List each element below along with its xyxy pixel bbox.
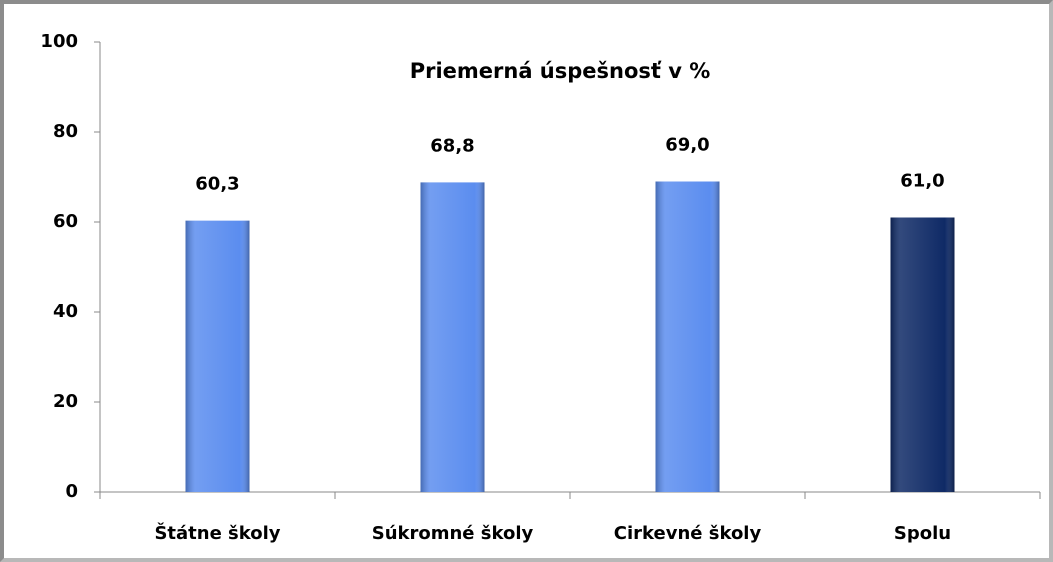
y-tick-label: 0 [65, 481, 78, 502]
bar-shade [655, 181, 720, 492]
bar-shade [890, 217, 955, 492]
y-tick-label: 40 [53, 301, 78, 322]
chart: Priemerná úspešnosť v % 0 20 40 60 80 100 Štát… [40, 31, 1041, 544]
data-label: 68,8 [430, 135, 474, 156]
y-tick-label: 60 [53, 211, 78, 232]
y-tick-label: 20 [53, 391, 78, 412]
x-tick-label: Štátne školy [154, 522, 280, 544]
x-tick-label: Súkromné školy [372, 523, 534, 544]
y-tick-label: 80 [53, 121, 78, 142]
data-label: 60,3 [195, 174, 239, 195]
y-tick-label: 100 [40, 31, 78, 52]
x-tick-label: Cirkevné školy [614, 523, 762, 544]
data-label: 69,0 [665, 135, 709, 156]
chart-title: Priemerná úspešnosť v % [410, 59, 711, 83]
x-tick-label: Spolu [894, 523, 951, 544]
data-label: 61,0 [900, 171, 944, 192]
bar-shade [185, 220, 250, 492]
bar-shade [420, 182, 485, 492]
